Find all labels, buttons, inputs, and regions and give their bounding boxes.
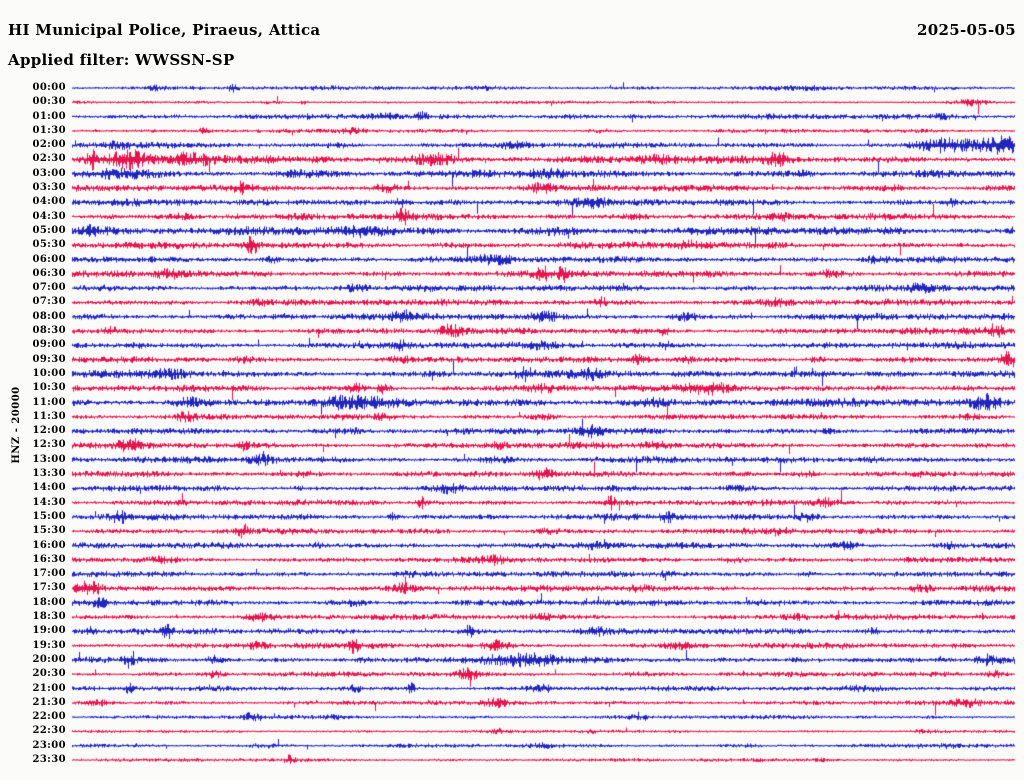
station-title: HI Municipal Police, Piraeus, Attica (8, 21, 321, 39)
seismogram-canvas (0, 80, 1024, 780)
applied-filter-label: Applied filter: WWSSN-SP (8, 51, 235, 69)
record-date: 2025-05-05 (917, 21, 1016, 39)
